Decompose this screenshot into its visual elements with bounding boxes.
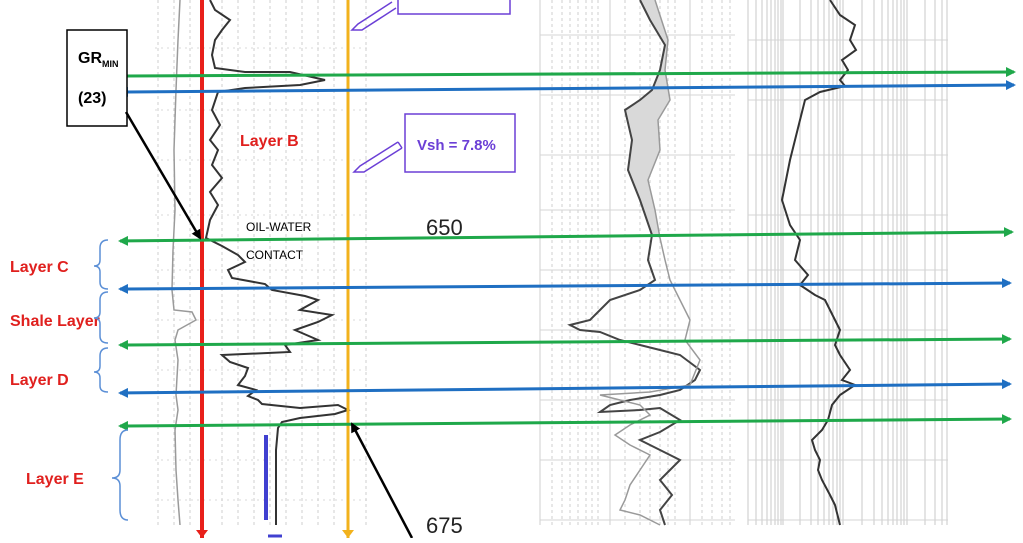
green-marker-owc [118, 227, 1014, 246]
depth-675-label: 675 [426, 513, 463, 538]
owc-label-line1: OIL-WATER [246, 220, 312, 234]
green-markers [117, 67, 1016, 431]
depth-650-label: 650 [426, 215, 463, 240]
logscale-track-hgrid [748, 39, 948, 521]
gr-min-pointer-arrow [124, 111, 202, 240]
gr-min-callout-sub: MIN [102, 59, 119, 69]
layer-braces [93, 239, 129, 521]
gr-max-line-arrowhead [342, 530, 354, 538]
gr-max-pointer-arrow [350, 422, 414, 539]
logscale-track-grid [747, 0, 948, 525]
green-marker-layer-e-top [118, 414, 1012, 431]
gr-min-callout-box [66, 29, 128, 127]
gr-min-callout-title: GRMIN [78, 50, 119, 69]
brace-layer-e [111, 429, 129, 521]
layer-e-label: Layer E [26, 471, 84, 488]
gr-log-trace [204, 0, 351, 525]
resistivity-separation-fill [625, 0, 670, 238]
logscale-trace [780, 0, 858, 526]
resistivity-shallow-trace [567, 0, 702, 526]
owc-label-line2: CONTACT [246, 248, 304, 262]
gr-min-callout-main: GR [78, 50, 102, 67]
layer-d-label: Layer D [10, 372, 69, 389]
resistivity-track-grid [539, 0, 731, 525]
gr-min-line-arrowhead [196, 530, 208, 538]
vsh-pointer-arrow [352, 141, 403, 173]
blue-marker-layer-b-base [118, 80, 1016, 97]
gr-min-callout-value: (23) [78, 90, 106, 107]
brace-shale-layer [93, 291, 109, 344]
shale-layer-label: Shale Layer [10, 313, 100, 330]
blue-markers [118, 80, 1016, 398]
top-pointer-arrow [350, 1, 397, 31]
green-marker-shale-base [118, 334, 1012, 350]
top-callout-box [397, 0, 511, 15]
brace-layer-d [93, 347, 109, 393]
blue-marker-layer-c-base [118, 278, 1012, 294]
layer-b-label: Layer B [240, 133, 299, 150]
blue-marker-layer-d-base [118, 379, 1012, 398]
gr-track-grid [157, 0, 367, 525]
layer-c-label: Layer C [10, 259, 69, 276]
gr-track-hgrid [155, 47, 370, 501]
vsh-callout-box [404, 113, 516, 173]
green-marker-layer-b-top [117, 67, 1016, 78]
vsh-callout-label: Vsh = 7.8% [417, 137, 496, 154]
brace-layer-c [93, 239, 109, 290]
gr-light-trace [171, 0, 197, 526]
